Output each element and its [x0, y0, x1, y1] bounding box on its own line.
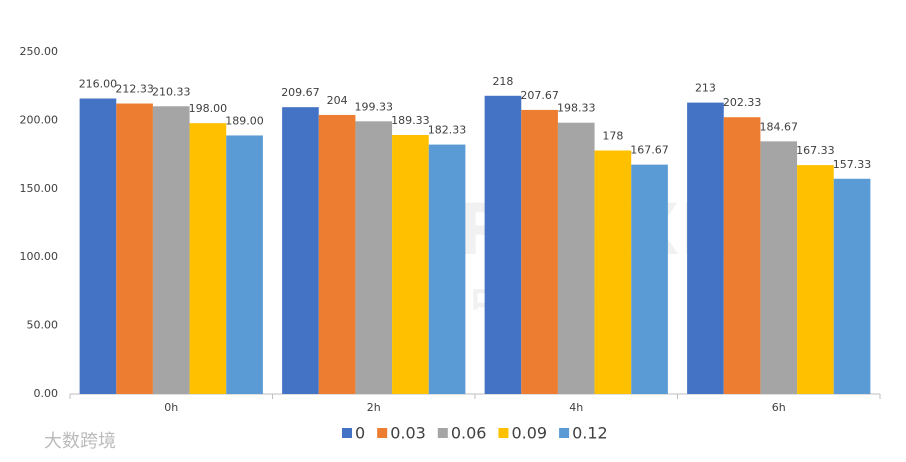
- x-tick-label: 0h: [164, 401, 178, 414]
- legend-label: 0.12: [572, 424, 608, 443]
- y-tick-label: 50.00: [27, 319, 59, 332]
- data-label: 189.33: [391, 114, 430, 127]
- legend-label: 0.09: [511, 424, 547, 443]
- data-label: 216.00: [79, 78, 118, 91]
- data-label: 167.33: [796, 144, 835, 157]
- bar: [79, 98, 117, 395]
- bar: [797, 165, 834, 394]
- watermark: 大数跨境: [44, 431, 116, 452]
- bar: [760, 141, 798, 394]
- y-tick-label: 200.00: [20, 113, 59, 126]
- bar: [594, 150, 632, 394]
- y-tick-label: 150.00: [20, 182, 59, 195]
- legend-swatch: [559, 428, 570, 438]
- y-tick-label: 100.00: [20, 250, 59, 263]
- data-label: 198.00: [189, 102, 228, 115]
- legend-swatch: [437, 428, 448, 438]
- bar: [116, 103, 153, 394]
- legend-swatch: [342, 428, 352, 438]
- data-label: 182.33: [428, 124, 467, 137]
- y-tick-label: 0.00: [34, 387, 59, 400]
- x-tick-label: 4h: [569, 401, 583, 414]
- data-label: 189.00: [225, 114, 264, 127]
- legend-label: 0.03: [390, 424, 426, 443]
- y-tick-label: 250.00: [20, 45, 59, 58]
- bar: [723, 117, 761, 395]
- x-tick-label: 2h: [367, 401, 381, 414]
- legend-swatch: [498, 428, 509, 438]
- bar: [282, 107, 319, 394]
- legend-label: 0.06: [451, 424, 487, 443]
- data-label: 199.33: [355, 100, 394, 113]
- bar: [833, 178, 871, 394]
- bar: [557, 122, 595, 394]
- bar: [428, 144, 466, 394]
- data-label: 212.33: [115, 83, 154, 96]
- data-label: 167.67: [630, 144, 669, 157]
- data-label: 209.67: [281, 86, 320, 99]
- data-label: 213: [695, 82, 716, 95]
- data-label: 202.33: [723, 96, 762, 109]
- data-label: 157.33: [833, 158, 872, 171]
- data-label: 218: [492, 75, 513, 88]
- data-label: 198.33: [557, 102, 596, 115]
- bar: [392, 134, 429, 394]
- bar: [355, 121, 393, 394]
- data-label: 210.33: [152, 85, 191, 98]
- x-tick-label: 6h: [772, 401, 786, 414]
- data-label: 204: [327, 94, 348, 107]
- bar: [189, 123, 227, 395]
- bar: [318, 114, 356, 394]
- bar: [152, 106, 190, 395]
- bar: [631, 164, 668, 394]
- bar: [226, 135, 263, 394]
- data-label: 178: [602, 129, 623, 142]
- legend-label: 0: [355, 424, 365, 443]
- bar: [484, 95, 522, 394]
- data-label: 207.67: [520, 89, 559, 102]
- legend-swatch: [377, 428, 388, 438]
- data-label: 184.67: [760, 120, 799, 133]
- bar: [687, 102, 724, 394]
- bar: [521, 109, 558, 394]
